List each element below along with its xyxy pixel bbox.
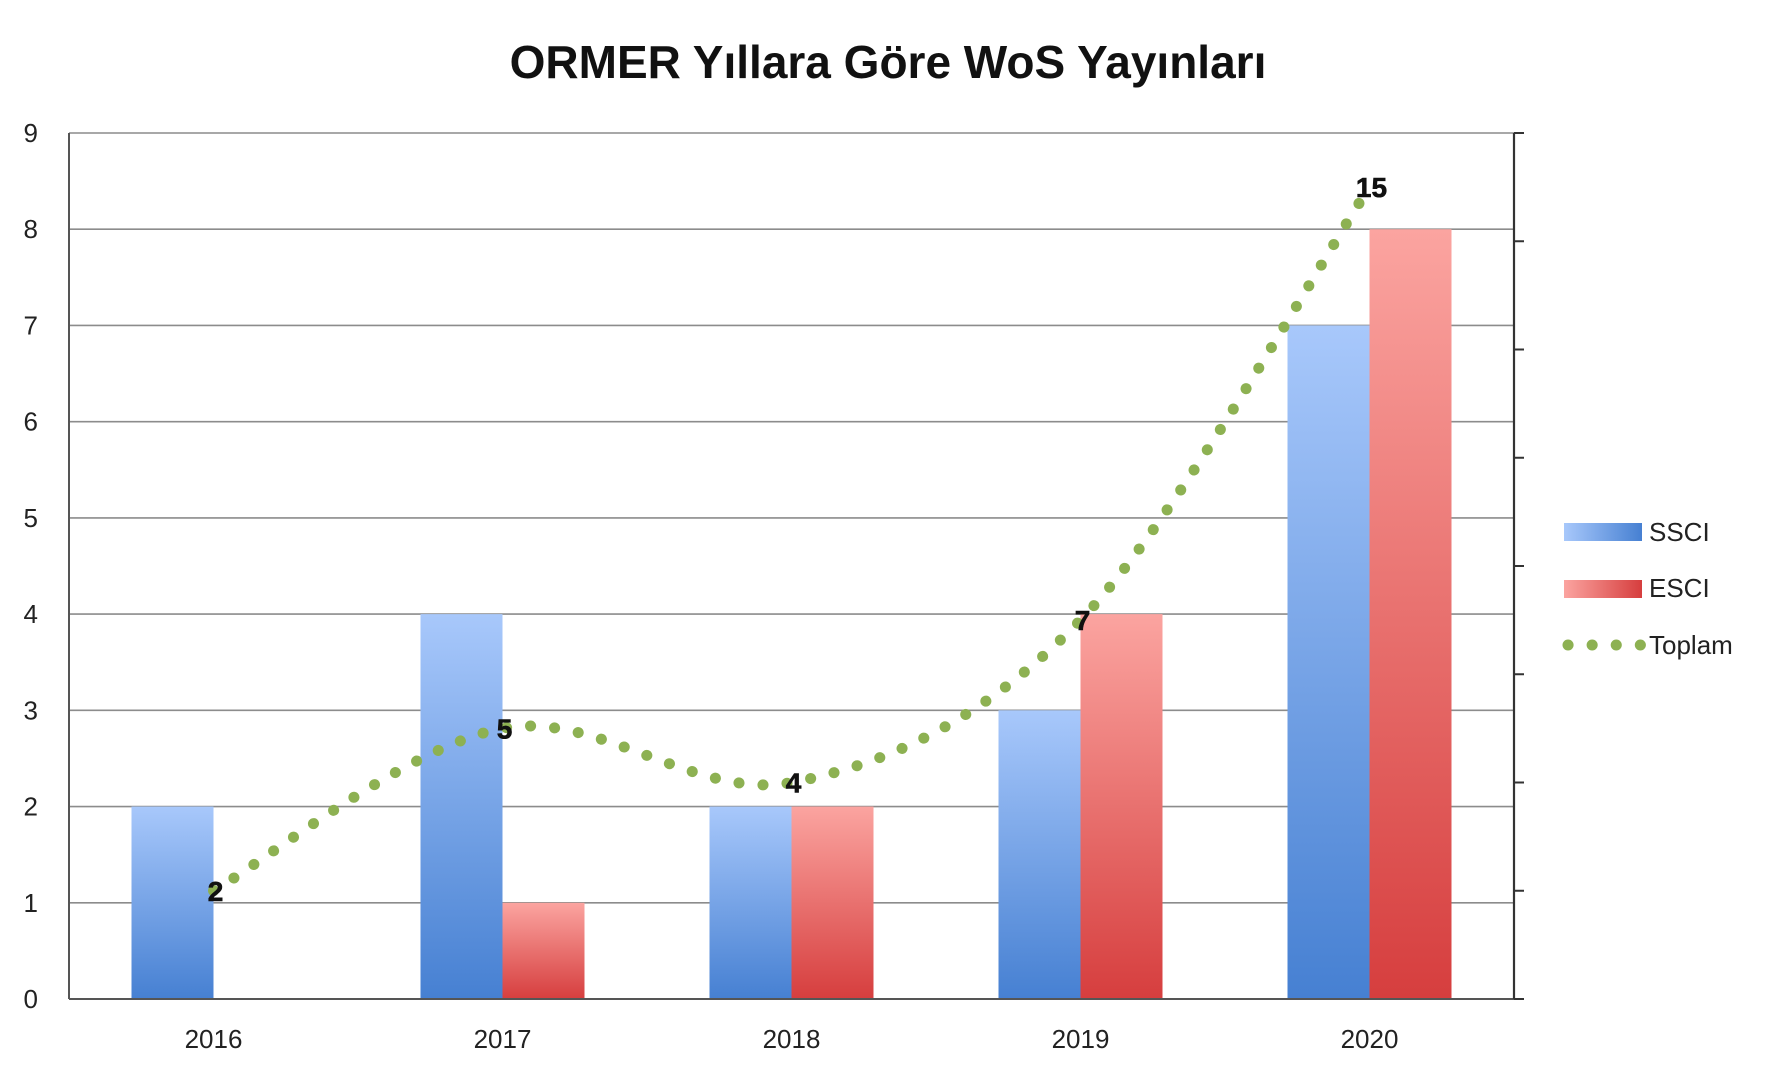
legend: SSCI ESCI Toplam: [1562, 517, 1733, 660]
bar-esci: [502, 902, 585, 999]
total-data-label: 4: [786, 768, 802, 799]
y-tick-label: 5: [24, 503, 38, 533]
axes: [68, 132, 1524, 1000]
total-data-label: 2: [208, 876, 224, 907]
legend-label-esci: ESCI: [1649, 573, 1710, 603]
y-tick-label: 0: [24, 984, 38, 1014]
y-tick-label: 4: [24, 599, 38, 629]
total-data-labels: 2 5 4 7 15: [207, 172, 1387, 907]
bar-esci: [791, 806, 874, 999]
legend-swatch-esci: [1564, 580, 1642, 598]
legend-label-toplam: Toplam: [1649, 630, 1733, 660]
y-tick-label: 1: [24, 888, 38, 918]
bar-esci: [1080, 614, 1163, 999]
bar-ssci: [131, 806, 214, 999]
x-tick-label: 2018: [763, 1024, 821, 1054]
x-tick-label: 2020: [1341, 1024, 1399, 1054]
bar-ssci: [709, 806, 792, 999]
y-tick-label: 3: [24, 695, 38, 725]
total-data-label: 7: [1075, 605, 1091, 636]
x-tick-label: 2016: [185, 1024, 243, 1054]
x-tick-label: 2019: [1052, 1024, 1110, 1054]
legend-label-ssci: SSCI: [1649, 517, 1710, 547]
bar-esci: [1369, 229, 1452, 999]
x-tick-label: 2017: [474, 1024, 532, 1054]
total-line: [208, 181, 1375, 897]
line-toplam: [208, 181, 1375, 897]
bar-ssci: [420, 614, 503, 999]
y-tick-label: 8: [24, 214, 38, 244]
y-axis-ticks: 0 1 2 3 4 5 6 7 8 9: [24, 118, 38, 1014]
bar-ssci: [1287, 325, 1370, 999]
x-axis-ticks: 2016 2017 2018 2019 2020: [185, 1024, 1399, 1054]
grid: [69, 132, 1514, 904]
y-tick-label: 9: [24, 118, 38, 148]
y-tick-label: 2: [24, 792, 38, 822]
legend-swatch-ssci: [1564, 523, 1642, 541]
y-tick-label: 6: [24, 407, 38, 437]
bars: [131, 229, 1452, 999]
total-data-label: 5: [497, 713, 513, 744]
y-tick-label: 7: [24, 310, 38, 340]
chart-title: ORMER Yıllara Göre WoS Yayınları: [510, 36, 1267, 88]
bar-ssci: [998, 710, 1081, 999]
total-data-label: 15: [1356, 172, 1387, 203]
